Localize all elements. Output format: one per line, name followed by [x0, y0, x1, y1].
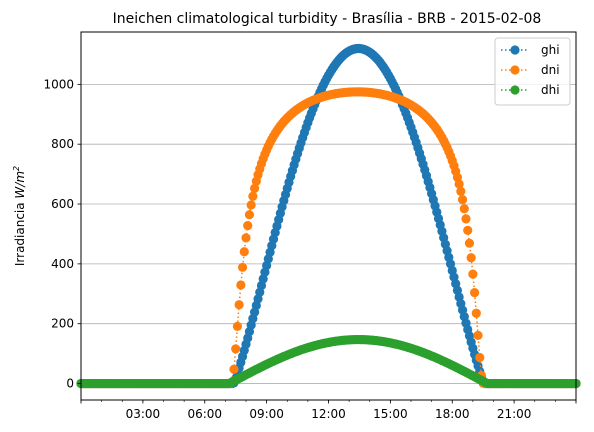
x-tick-label: 06:00	[187, 407, 222, 421]
data-point-dni	[461, 214, 471, 224]
x-tick-label: 18:00	[435, 407, 470, 421]
y-axis-label-unit: W/m	[13, 171, 27, 199]
data-point-dni	[469, 288, 480, 298]
data-point-dni	[229, 364, 239, 374]
data-point-dni	[237, 262, 248, 272]
legend: ghi dni dhi	[494, 37, 571, 106]
data-point-dni	[248, 191, 258, 201]
legend-marker-dhi	[510, 85, 520, 95]
data-point-dni	[473, 330, 483, 340]
series-layer	[76, 43, 581, 389]
data-point-dni	[249, 183, 260, 193]
data-point-dni	[231, 344, 241, 354]
y-axis-label: Irradiancia W/m2	[12, 166, 27, 266]
y-tick-label: 800	[51, 137, 74, 151]
y-axis: 0 200 400 600 800 1000	[43, 77, 81, 391]
data-point-dni	[236, 280, 246, 290]
data-point-dni	[466, 253, 476, 263]
y-tick-label: 200	[51, 317, 74, 331]
x-tick-label: 15:00	[373, 407, 408, 421]
legend-label-dhi: dhi	[541, 83, 560, 97]
data-point-dni	[246, 200, 256, 210]
data-point-dni	[241, 233, 251, 243]
y-tick-label: 1000	[43, 77, 74, 91]
legend-label-dni: dni	[541, 63, 560, 77]
series-dhi	[76, 334, 581, 389]
legend-label-ghi: ghi	[541, 43, 560, 57]
data-point-dni	[244, 210, 255, 220]
data-point-dni	[454, 179, 464, 189]
x-axis: 03:00 06:00 09:00 12:00 15:00 18:00 21:00	[80, 400, 577, 421]
data-point-dni	[239, 247, 249, 257]
y-tick-label: 400	[51, 257, 74, 271]
data-point-dni	[232, 321, 243, 331]
y-axis-label-unit-exponent: 2	[12, 166, 21, 171]
y-tick-label: 0	[66, 377, 74, 391]
data-point-dni	[456, 186, 466, 197]
data-point-dni	[464, 238, 475, 248]
y-tick-label: 600	[51, 197, 74, 211]
data-point-dni	[459, 204, 469, 214]
x-tick-label: 12:00	[311, 407, 346, 421]
data-point-dni	[463, 225, 473, 235]
data-point-dni	[471, 308, 481, 318]
y-axis-label-text: Irradiancia	[13, 199, 27, 267]
x-tick-label: 21:00	[497, 407, 532, 421]
x-tick-label: 03:00	[126, 407, 161, 421]
chart-title: Ineichen climatological turbidity - Bras…	[113, 11, 542, 27]
data-point-dni	[234, 300, 244, 310]
legend-marker-dni	[510, 65, 520, 75]
data-point-dni	[457, 195, 468, 205]
legend-marker-ghi	[510, 45, 520, 55]
data-point-dni	[468, 269, 478, 279]
data-point-dni	[475, 352, 485, 363]
x-tick-label: 09:00	[249, 407, 284, 421]
data-point-dni	[243, 221, 253, 231]
